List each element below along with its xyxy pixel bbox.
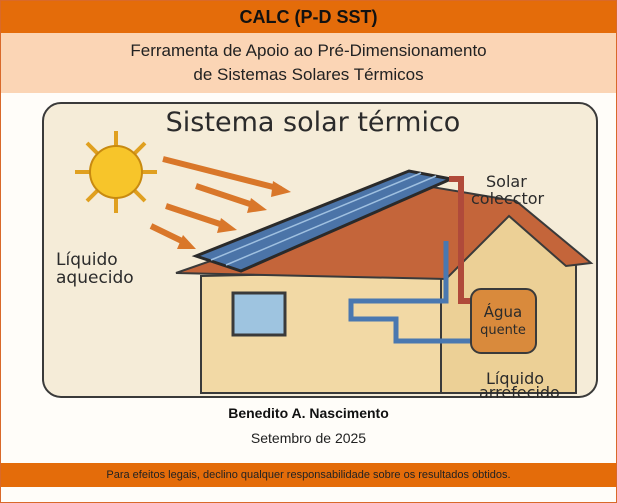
app-title: CALC (P-D SST) bbox=[1, 1, 616, 33]
label: aquecido bbox=[56, 268, 134, 288]
disclaimer: Para efeitos legais, declino qualquer re… bbox=[1, 463, 616, 487]
subtitle: Ferramenta de Apoio ao Pré-Dimensionamen… bbox=[1, 33, 616, 93]
window bbox=[233, 293, 285, 335]
date: Setembro de 2025 bbox=[1, 430, 616, 446]
illustration: Sistema solar térmico Solar colecctor Lí… bbox=[41, 101, 601, 401]
label: arrefecido bbox=[479, 383, 560, 401]
page: CALC (P-D SST) Ferramenta de Apoio ao Pr… bbox=[0, 0, 617, 503]
tank bbox=[471, 289, 536, 353]
label: quente bbox=[480, 323, 526, 338]
sun bbox=[75, 131, 157, 213]
label: Água bbox=[484, 302, 522, 321]
subtitle-line: Ferramenta de Apoio ao Pré-Dimensionamen… bbox=[1, 39, 616, 63]
author: Benedito A. Nascimento bbox=[1, 405, 616, 421]
label: Líquido bbox=[56, 250, 118, 270]
illustration-title: Sistema solar térmico bbox=[166, 107, 461, 138]
subtitle-line: de Sistemas Solares Térmicos bbox=[1, 63, 616, 87]
label: colecctor bbox=[471, 189, 545, 208]
